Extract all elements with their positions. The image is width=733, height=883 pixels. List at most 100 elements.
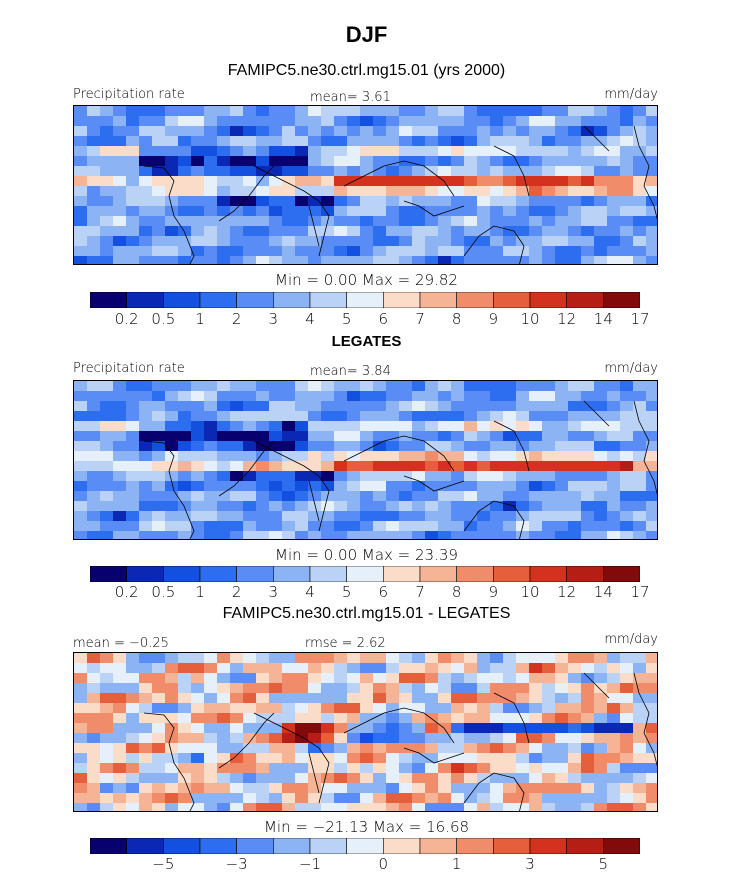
map-cell <box>191 673 205 684</box>
map-cell <box>321 713 335 724</box>
map-cell <box>451 246 465 257</box>
map-cell <box>438 381 452 392</box>
map-cell <box>568 511 582 522</box>
map-cell <box>399 236 413 247</box>
map-cell <box>230 461 244 472</box>
map-cell <box>438 236 452 247</box>
map-cell <box>646 381 657 392</box>
map-cell <box>555 733 569 744</box>
map-cell <box>178 246 192 257</box>
map-cell <box>87 451 101 462</box>
map-cell <box>243 106 257 117</box>
map-cell <box>412 491 426 502</box>
map-cell <box>451 106 465 117</box>
map-cell <box>477 803 491 811</box>
map-cell <box>113 156 127 167</box>
map-cell <box>321 256 335 264</box>
map-cell <box>412 186 426 197</box>
map-cell <box>256 501 270 512</box>
map-cell <box>529 176 543 187</box>
map-cell <box>581 116 595 127</box>
map-cell <box>568 663 582 674</box>
map-cell <box>555 146 569 157</box>
map-cell <box>217 713 231 724</box>
map-cell <box>438 653 452 664</box>
map-cell <box>477 401 491 412</box>
map-cell <box>490 431 504 442</box>
map-cell <box>386 186 400 197</box>
map-cell <box>282 511 296 522</box>
map-cell <box>308 256 322 264</box>
coastline <box>308 205 320 247</box>
map-cell <box>126 441 140 452</box>
map-cell <box>373 206 387 217</box>
map-cell <box>594 186 608 197</box>
map-cell <box>113 481 127 492</box>
panel2-colorbar-ticks: 0.2 0.5 1 2 3 4 5 6 7 8 9 10 12 14 17 <box>90 583 650 601</box>
map-cell <box>139 206 153 217</box>
map-cell <box>191 663 205 674</box>
map-cell <box>503 743 517 754</box>
map-cell <box>282 236 296 247</box>
map-cell <box>165 723 179 734</box>
map-cell <box>360 116 374 127</box>
map-cell <box>308 246 322 257</box>
map-cell <box>178 703 192 714</box>
map-cell <box>464 743 478 754</box>
map-cell <box>360 381 374 392</box>
map-cell <box>87 186 101 197</box>
map-cell <box>347 521 361 532</box>
map-cell <box>152 743 166 754</box>
map-cell <box>126 663 140 674</box>
map-cell <box>490 246 504 257</box>
map-cell <box>217 703 231 714</box>
map-cell <box>464 663 478 674</box>
map-cell <box>334 461 348 472</box>
map-cell <box>100 136 114 147</box>
map-cell <box>477 156 491 167</box>
map-cell <box>256 411 270 422</box>
coastline <box>633 125 657 220</box>
map-cell <box>269 663 283 674</box>
map-cell <box>256 216 270 227</box>
map-cell <box>568 481 582 492</box>
panel2-left-label: Precipitation rate <box>73 361 185 376</box>
colorbar-tick-label: 0.5 <box>151 310 176 328</box>
map-cell <box>100 763 114 774</box>
map-cell <box>269 411 283 422</box>
map-cell <box>74 206 88 217</box>
map-cell <box>126 421 140 432</box>
map-cell <box>646 421 657 432</box>
map-cell <box>542 753 556 764</box>
map-cell <box>334 226 348 237</box>
map-cell <box>191 411 205 422</box>
map-cell <box>87 531 101 539</box>
map-cell <box>581 753 595 764</box>
map-cell <box>633 763 647 774</box>
map-cell <box>295 381 309 392</box>
map-cell <box>451 196 465 207</box>
map-cell <box>295 683 309 694</box>
map-cell <box>542 256 556 264</box>
map-cell <box>152 501 166 512</box>
panel3-mean-label: mean = −0.25 <box>73 636 169 651</box>
colorbar-swatch <box>346 566 384 582</box>
map-cell <box>594 431 608 442</box>
map-cell <box>100 451 114 462</box>
map-cell <box>191 401 205 412</box>
map-cell <box>373 411 387 422</box>
map-cell <box>360 451 374 462</box>
map-cell <box>620 511 634 522</box>
map-cell <box>87 381 101 392</box>
map-cell <box>542 106 556 117</box>
map-cell <box>503 773 517 784</box>
colorbar-swatch <box>273 292 311 308</box>
map-cell <box>399 733 413 744</box>
map-cell <box>321 411 335 422</box>
map-cell <box>373 461 387 472</box>
map-cell <box>87 713 101 724</box>
map-cell <box>503 693 517 704</box>
map-cell <box>152 196 166 207</box>
map-cell <box>412 196 426 207</box>
map-cell <box>529 381 543 392</box>
